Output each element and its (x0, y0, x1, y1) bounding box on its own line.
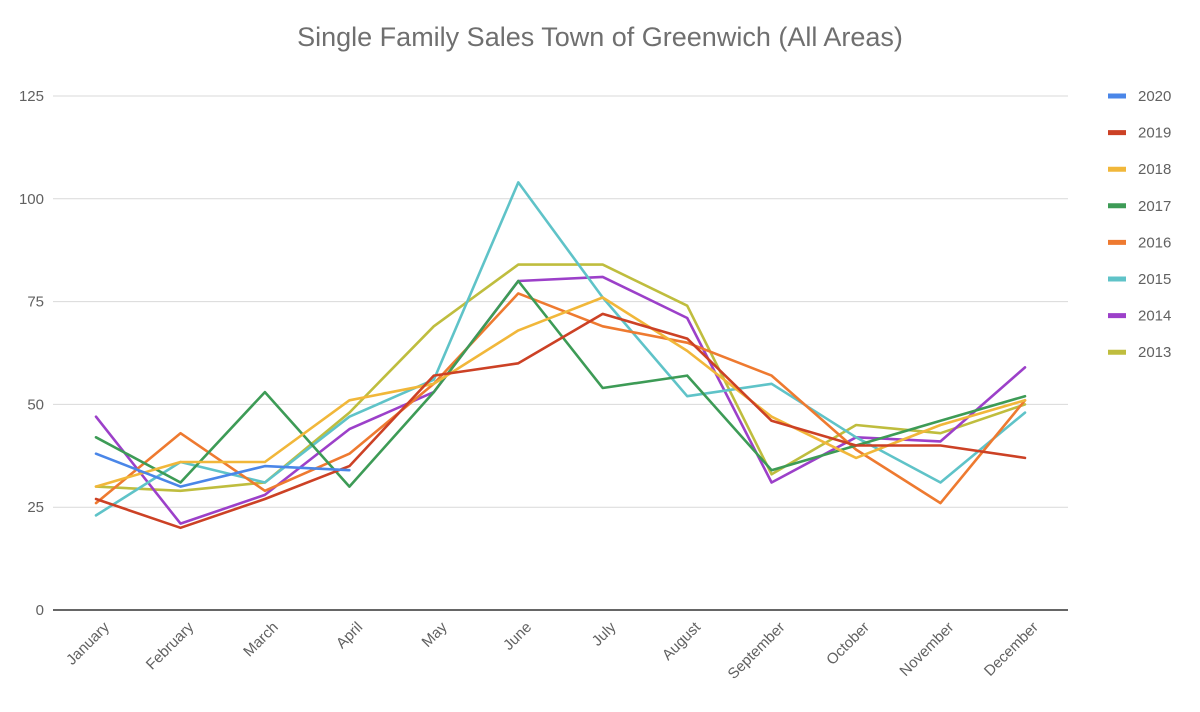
series-line-2020 (94, 452, 351, 488)
y-tick-label: 125 (19, 88, 44, 105)
legend-label-2013: 2013 (1138, 344, 1171, 361)
y-tick-label: 100 (19, 191, 44, 208)
x-tick-label: August (659, 618, 705, 664)
x-tick-label: December (981, 619, 1042, 680)
legend-label-2015: 2015 (1138, 271, 1171, 288)
legend: 2020 2019 2018 2017 2016 2015 2014 2013 (1108, 88, 1171, 361)
legend-label-2018: 2018 (1138, 161, 1171, 178)
series-line-2017 (94, 279, 1027, 488)
series-line-2015 (94, 181, 1027, 517)
legend-label-2020: 2020 (1138, 88, 1171, 105)
y-tick-label: 50 (27, 396, 44, 413)
series-line-2018 (94, 296, 1027, 488)
series-line-2019 (94, 312, 1027, 530)
y-tick-label: 0 (36, 602, 44, 619)
series-line-2016 (94, 292, 1027, 505)
x-tick-label: March (240, 619, 281, 660)
chart-title: Single Family Sales Town of Greenwich (A… (297, 22, 903, 52)
y-tick-label: 25 (27, 499, 44, 516)
series-line-2013 (94, 263, 1027, 493)
legend-label-2017: 2017 (1138, 198, 1171, 215)
x-tick-label: September (725, 619, 789, 683)
x-tick-label: February (143, 618, 198, 673)
x-axis-ticks: January February March April May June July Augu… (63, 618, 1042, 682)
gridlines (53, 95, 1068, 611)
legend-label-2014: 2014 (1138, 308, 1171, 325)
series-lines (94, 181, 1027, 530)
x-tick-label: June (500, 619, 535, 654)
x-tick-label: October (823, 619, 873, 669)
x-tick-label: July (589, 618, 620, 649)
legend-label-2016: 2016 (1138, 234, 1171, 251)
y-tick-label: 75 (27, 294, 44, 311)
y-axis-ticks: 0 25 50 75 100 125 (19, 88, 44, 619)
series-line-2014 (94, 275, 1027, 525)
x-tick-label: April (333, 619, 366, 652)
x-tick-label: November (896, 619, 957, 680)
x-tick-label: January (63, 618, 113, 668)
legend-label-2019: 2019 (1138, 125, 1171, 142)
x-tick-label: May (419, 618, 451, 650)
